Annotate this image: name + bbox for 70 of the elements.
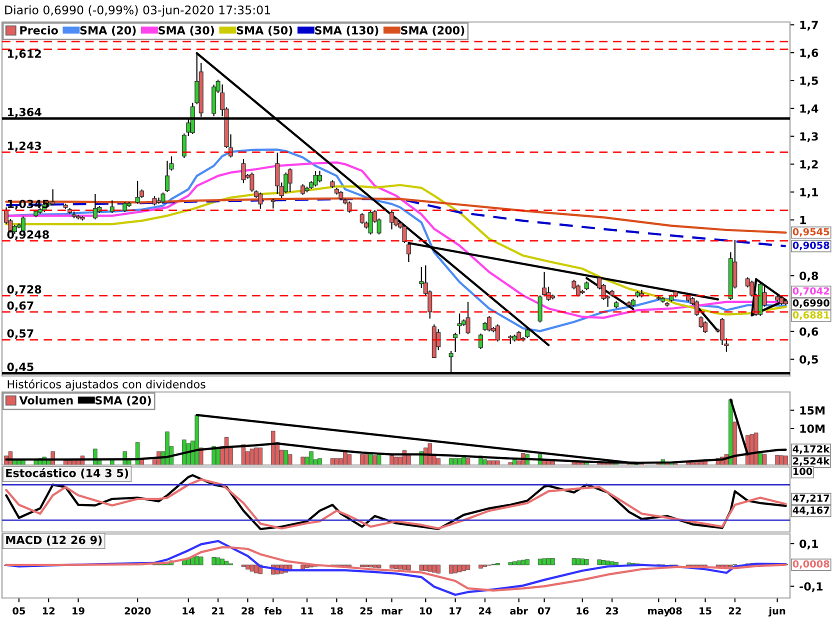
- x-tick-label: 17: [450, 607, 462, 614]
- ref-line-label: 0,67: [7, 301, 34, 312]
- x-tick-label: 2020: [124, 607, 151, 615]
- x-tick-label: 16: [576, 607, 589, 615]
- x-tick-label: 08: [669, 607, 682, 615]
- x-tick-label: 10: [420, 607, 432, 615]
- text: Históricos ajustados con dividendos: [8, 379, 206, 391]
- y-tick-label: 1,1: [800, 188, 818, 198]
- y-tick-label: 0,8: [800, 272, 818, 282]
- ref-line-label: 1,364: [8, 108, 42, 118]
- data-label: 0,9545: [792, 228, 830, 237]
- legend-label: SMA (50): [236, 26, 292, 36]
- x-tick-label: mar: [382, 608, 402, 615]
- legend-label: Volumen: [19, 396, 73, 404]
- text: 2,524k: [793, 457, 830, 466]
- data-label: 4,172k: [792, 445, 830, 454]
- x-tick-label: may: [648, 608, 670, 616]
- data-label: 0,0008: [792, 560, 830, 569]
- text: 47,217: [792, 494, 830, 504]
- ref-line-label: 0,45: [7, 362, 34, 372]
- y-tick-label: 1,4: [800, 104, 818, 114]
- x-tick-label: feb: [264, 607, 282, 615]
- x-tick-label: 28: [242, 607, 254, 615]
- x-tick-label: 11: [301, 607, 314, 614]
- x-tick-label: abr: [510, 607, 528, 615]
- legend-label: Precio: [20, 26, 58, 34]
- legend-label: SMA (20): [80, 26, 136, 36]
- x-tick-label: 19: [72, 607, 84, 615]
- legend-label: SMA (30): [158, 26, 214, 36]
- y-tick-label: 1: [800, 216, 806, 224]
- ref-line-label: 0,57: [7, 329, 34, 340]
- x-tick-label: 07: [538, 607, 550, 615]
- x-tick-label: 21: [212, 607, 224, 614]
- chart-title: MACD (12 26 9): [6, 536, 102, 546]
- x-tick-label: 25: [360, 607, 372, 615]
- y-tick-label: 15M: [800, 406, 825, 415]
- ref-line-label: 1,243: [8, 142, 41, 152]
- text: 100: [793, 468, 812, 476]
- x-tick-label: jun: [768, 607, 786, 617]
- x-tick-label: 23: [606, 607, 618, 615]
- ref-line-label: 1,612: [8, 50, 41, 60]
- legend-label: SMA (200): [401, 26, 464, 36]
- x-tick-label: 12: [42, 607, 55, 614]
- ref-line-label: 0,728: [7, 285, 42, 295]
- x-tick-label: 15: [700, 607, 712, 615]
- x-tick-label: 05: [12, 607, 26, 615]
- chart-title: Estocástico (14 3 5): [6, 468, 128, 479]
- y-tick-label: 1,3: [800, 132, 818, 142]
- x-tick-label: 22: [728, 607, 741, 614]
- x-tick-label: 24: [478, 607, 492, 614]
- y-tick-label: 10M: [800, 424, 825, 433]
- data-label: 0,7042: [792, 287, 830, 296]
- y-tick-label: 0,5: [800, 355, 818, 366]
- y-tick-label: 1,7: [800, 20, 818, 31]
- y-tick-label: 1,6: [800, 48, 818, 58]
- text: 44,167: [792, 506, 830, 516]
- x-tick-label: 14: [182, 607, 195, 614]
- y-tick-label: -0,1: [800, 582, 823, 592]
- y-tick-label: 0,6: [800, 327, 818, 338]
- x-tick-label: 18: [331, 607, 343, 615]
- text: 0,6990: [792, 299, 830, 308]
- data-label: 0,9058: [792, 242, 830, 250]
- legend-label: SMA (130): [315, 26, 378, 36]
- data-label: 0,6881: [792, 311, 830, 320]
- chart-title: Diario 0,6990 (-0,99%) 03-jun-2020 17:35:01: [5, 5, 270, 17]
- ref-line-label: 0,9248: [7, 230, 49, 240]
- y-tick-label: 0,1: [800, 540, 818, 550]
- y-tick-label: 1,2: [800, 160, 818, 170]
- legend-label: SMA (20): [95, 396, 151, 406]
- y-tick-label: 1,5: [800, 76, 818, 86]
